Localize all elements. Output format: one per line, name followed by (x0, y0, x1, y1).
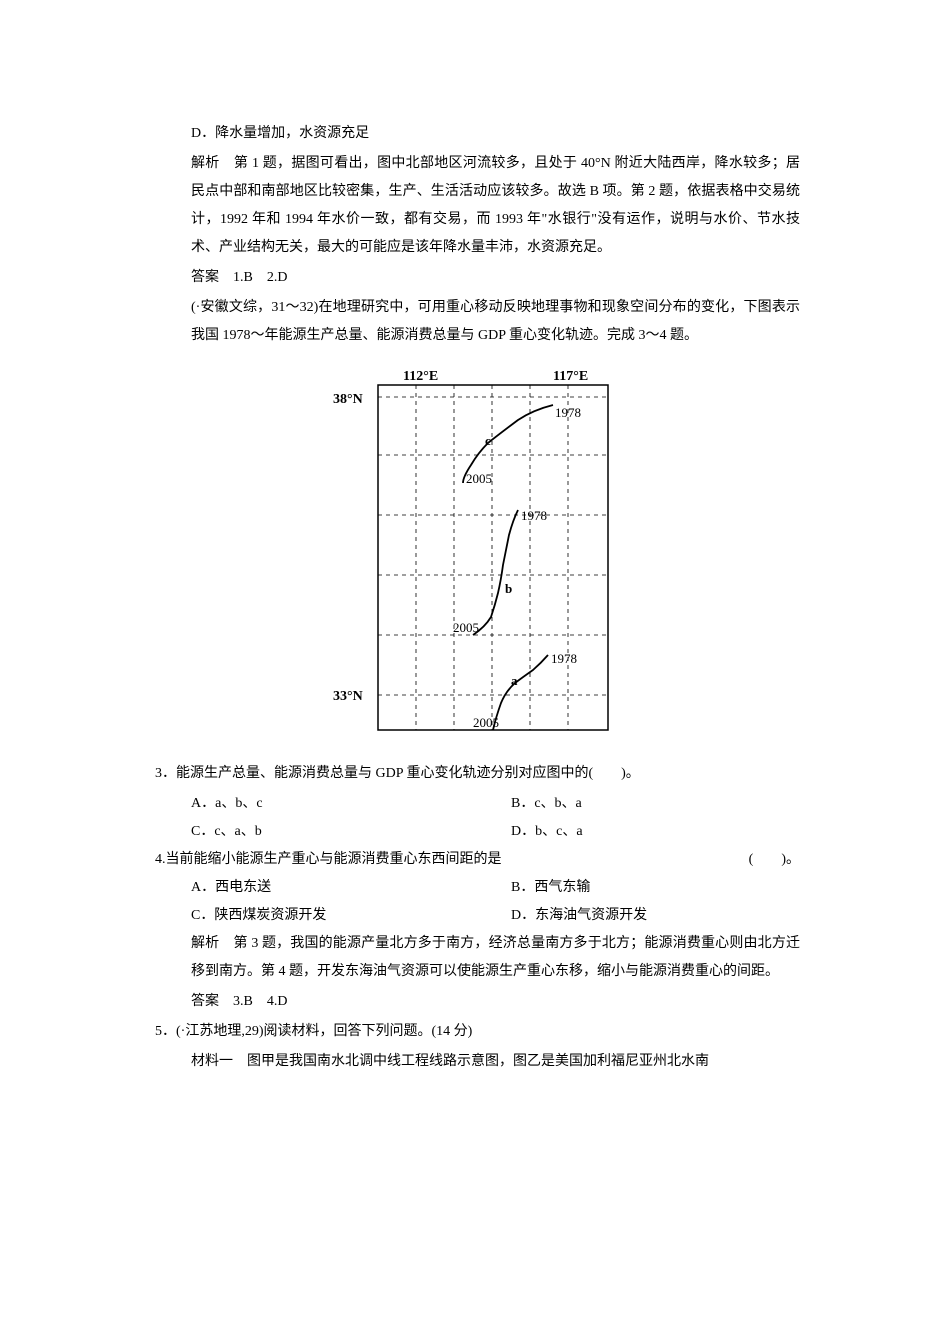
y-label-38: 38°N (333, 392, 363, 407)
question-4-paren: ( )。 (749, 846, 800, 874)
x-label-117: 117°E (553, 369, 588, 384)
trace-a (493, 655, 548, 730)
q4-opt-a: A．西电东送 (191, 874, 511, 902)
q3-options-row1: A．a、b、c B．c、b、a (155, 790, 800, 818)
label-a-2005: 2005 (473, 715, 499, 730)
label-c: c (485, 433, 491, 448)
q4-opt-c: C．陕西煤炭资源开发 (191, 902, 511, 930)
label-a: a (511, 673, 518, 688)
intro-q34: (·安徽文综，31～32)在地理研究中，可用重心移动反映地理事物和现象空间分布的… (155, 294, 800, 350)
label-c-1978: 1978 (555, 405, 581, 420)
label-a-1978: 1978 (551, 651, 577, 666)
option-d-text: D．降水量增加，水资源充足 (155, 120, 800, 148)
chart-container: 112°E 117°E 38°N 33°N c 1978 2005 (155, 365, 800, 745)
q3-opt-b: B．c、b、a (511, 790, 800, 818)
trace-b (473, 510, 518, 635)
q3-options-row2: C．c、a、b D．b、c、a (155, 818, 800, 846)
answer-34: 答案 3.B 4.D (155, 988, 800, 1016)
q3-opt-a: A．a、b、c (191, 790, 511, 818)
label-b-2005: 2005 (453, 620, 479, 635)
label-b-1978: 1978 (521, 508, 547, 523)
chart-border (378, 385, 608, 730)
q4-opt-d: D．东海油气资源开发 (511, 902, 800, 930)
analysis-1: 解析 第 1 题，据图可看出，图中北部地区河流较多，且处于 40°N 附近大陆西… (155, 150, 800, 262)
q4-opt-b: B．西气东输 (511, 874, 800, 902)
label-c-2005: 2005 (466, 471, 492, 486)
q4-options-row2: C．陕西煤炭资源开发 D．东海油气资源开发 (155, 902, 800, 930)
q4-options-row1: A．西电东送 B．西气东输 (155, 874, 800, 902)
question-3: 3．能源生产总量、能源消费总量与 GDP 重心变化轨迹分别对应图中的( )。 (155, 760, 800, 788)
material-1: 材料一 图甲是我国南水北调中线工程线路示意图，图乙是美国加利福尼亚州北水南 (155, 1048, 800, 1076)
q3-opt-d: D．b、c、a (511, 818, 800, 846)
answer-1: 答案 1.B 2.D (155, 264, 800, 292)
y-label-33: 33°N (333, 689, 363, 704)
q3-opt-c: C．c、a、b (191, 818, 511, 846)
label-b: b (505, 581, 512, 596)
analysis-34: 解析 第 3 题，我国的能源产量北方多于南方，经济总量南方多于北方；能源消费重心… (155, 930, 800, 986)
question-4-text: 4.当前能缩小能源生产重心与能源消费重心东西间距的是 (155, 846, 502, 874)
question-5: 5．(·江苏地理,29)阅读材料，回答下列问题。(14 分) (155, 1018, 800, 1046)
centroid-trajectory-chart: 112°E 117°E 38°N 33°N c 1978 2005 (323, 365, 633, 745)
x-label-112: 112°E (403, 369, 438, 384)
question-4-line: 4.当前能缩小能源生产重心与能源消费重心东西间距的是 ( )。 (155, 846, 800, 874)
